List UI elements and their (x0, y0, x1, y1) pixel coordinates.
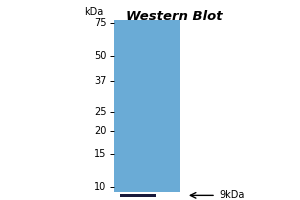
Text: 9kDa: 9kDa (219, 190, 244, 200)
Text: Western Blot: Western Blot (126, 10, 222, 23)
Text: kDa: kDa (84, 7, 104, 17)
Text: 25: 25 (94, 107, 106, 117)
Text: 15: 15 (94, 149, 106, 159)
Text: 50: 50 (94, 51, 106, 61)
Text: 37: 37 (94, 76, 106, 86)
Text: 10: 10 (94, 182, 106, 192)
Bar (114, 20, 180, 192)
Text: 20: 20 (94, 126, 106, 136)
Bar (120, 194, 156, 197)
Text: 75: 75 (94, 18, 106, 28)
